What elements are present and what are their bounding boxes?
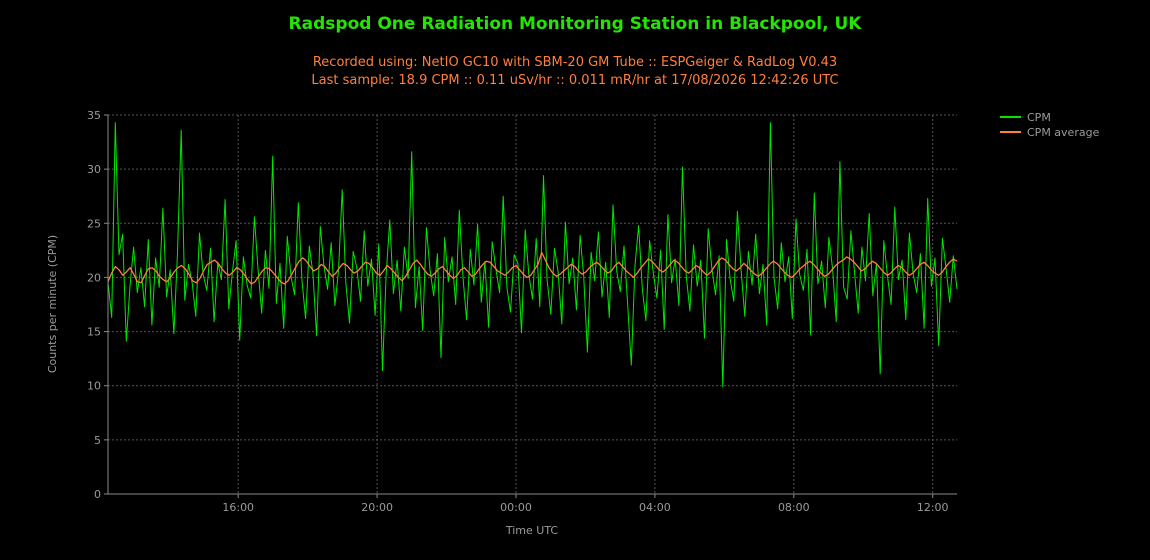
x-tick-label: 20:00: [361, 501, 393, 514]
y-tick-labels: 0 5 10 15 20 25 30 35: [87, 109, 108, 501]
y-tick-label: 5: [94, 434, 101, 447]
chart-subtitle-recorded: Recorded using: NetIO GC10 with SBM-20 G…: [312, 55, 838, 70]
y-tick-label: 30: [87, 163, 101, 176]
series-line-cpm: [107, 122, 958, 388]
chart-subtitle-last-sample: Last sample: 18.9 CPM :: 0.11 uSv/hr :: …: [311, 73, 839, 88]
x-tick-label: 04:00: [639, 501, 671, 514]
legend: CPM CPM average: [1000, 111, 1100, 139]
y-tick-label: 20: [87, 271, 101, 284]
series-line-cpm-average: [107, 251, 958, 285]
chart-title: Radspod One Radiation Monitoring Station…: [288, 14, 862, 34]
y-tick-label: 15: [87, 326, 101, 339]
y-tick-label: 10: [87, 380, 101, 393]
y-tick-label: 0: [94, 488, 101, 501]
x-tick-label: 00:00: [500, 501, 532, 514]
legend-label: CPM average: [1027, 126, 1100, 139]
y-tick-label: 35: [87, 109, 101, 122]
grid-lines: [108, 114, 957, 494]
axes: [107, 115, 957, 495]
x-tick-label: 08:00: [778, 501, 810, 514]
y-axis-label: Counts per minute (CPM): [46, 235, 59, 373]
y-tick-label: 25: [87, 217, 101, 230]
x-tick-labels: 16:00 20:00 00:00 04:00 08:00 12:00: [222, 494, 949, 514]
legend-label: CPM: [1027, 111, 1051, 124]
x-tick-label: 12:00: [917, 501, 949, 514]
series-layer: [107, 122, 958, 388]
x-tick-label: 16:00: [222, 501, 254, 514]
x-axis-label: Time UTC: [505, 524, 559, 537]
